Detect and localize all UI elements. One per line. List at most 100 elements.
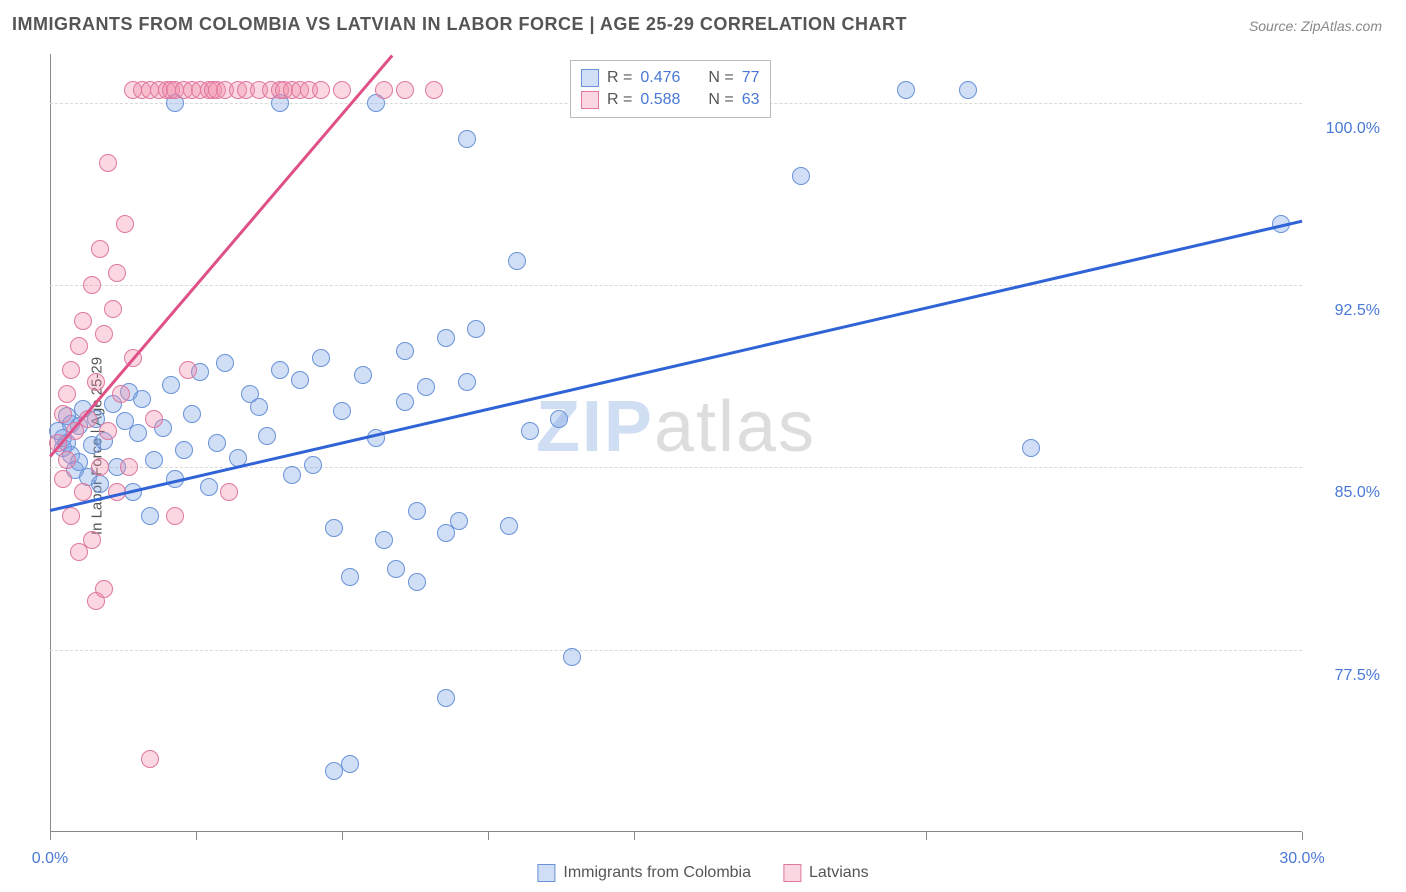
legend-r-value: 0.588 bbox=[640, 91, 680, 109]
data-point-colombia bbox=[200, 478, 218, 496]
data-point-latvian bbox=[54, 405, 72, 423]
watermark: ZIPatlas bbox=[536, 386, 816, 468]
data-point-colombia bbox=[283, 466, 301, 484]
data-point-latvian bbox=[104, 300, 122, 318]
data-point-colombia bbox=[387, 560, 405, 578]
gridline-h bbox=[50, 650, 1302, 651]
data-point-latvian bbox=[425, 81, 443, 99]
data-point-colombia bbox=[341, 755, 359, 773]
data-point-colombia bbox=[408, 573, 426, 591]
data-point-colombia bbox=[458, 373, 476, 391]
data-point-latvian bbox=[95, 325, 113, 343]
x-tick bbox=[488, 832, 489, 840]
legend-n-label: N = bbox=[708, 91, 733, 109]
plot-area: ZIPatlas 77.5%85.0%92.5%100.0%0.0%30.0% bbox=[50, 54, 1302, 832]
legend-stats: R =0.476N =77R =0.588N =63 bbox=[570, 60, 771, 118]
data-point-latvian bbox=[375, 81, 393, 99]
data-point-colombia bbox=[141, 507, 159, 525]
data-point-colombia bbox=[341, 568, 359, 586]
legend-stat-row-colombia: R =0.476N =77 bbox=[581, 67, 760, 89]
x-tick bbox=[634, 832, 635, 840]
data-point-latvian bbox=[91, 240, 109, 258]
data-point-colombia bbox=[162, 376, 180, 394]
data-point-latvian bbox=[141, 750, 159, 768]
data-point-latvian bbox=[74, 483, 92, 501]
data-point-colombia bbox=[250, 398, 268, 416]
legend-item-colombia: Immigrants from Colombia bbox=[537, 864, 751, 882]
data-point-colombia bbox=[550, 410, 568, 428]
legend-swatch-colombia bbox=[581, 69, 599, 87]
data-point-colombia bbox=[91, 475, 109, 493]
data-point-latvian bbox=[54, 470, 72, 488]
legend-r-label: R = bbox=[607, 69, 632, 87]
data-point-colombia bbox=[208, 434, 226, 452]
data-point-colombia bbox=[312, 349, 330, 367]
data-point-latvian bbox=[58, 385, 76, 403]
data-point-colombia bbox=[216, 354, 234, 372]
legend-series: Immigrants from Colombia Latvians bbox=[537, 864, 868, 882]
data-point-latvian bbox=[108, 264, 126, 282]
data-point-latvian bbox=[99, 154, 117, 172]
data-point-colombia bbox=[1022, 439, 1040, 457]
data-point-latvian bbox=[99, 422, 117, 440]
data-point-latvian bbox=[166, 507, 184, 525]
legend-swatch-colombia bbox=[537, 864, 555, 882]
data-point-colombia bbox=[500, 517, 518, 535]
legend-n-value: 63 bbox=[742, 91, 760, 109]
y-tick-label: 85.0% bbox=[1316, 484, 1380, 502]
data-point-colombia bbox=[183, 405, 201, 423]
data-point-latvian bbox=[112, 385, 130, 403]
data-point-colombia bbox=[175, 441, 193, 459]
legend-n-label: N = bbox=[708, 69, 733, 87]
data-point-latvian bbox=[70, 337, 88, 355]
data-point-colombia bbox=[437, 329, 455, 347]
data-point-colombia bbox=[325, 762, 343, 780]
data-point-colombia bbox=[271, 361, 289, 379]
data-point-colombia bbox=[375, 531, 393, 549]
data-point-colombia bbox=[458, 130, 476, 148]
data-point-latvian bbox=[396, 81, 414, 99]
x-tick bbox=[196, 832, 197, 840]
data-point-latvian bbox=[95, 580, 113, 598]
data-point-colombia bbox=[897, 81, 915, 99]
legend-r-label: R = bbox=[607, 91, 632, 109]
x-tick-label: 30.0% bbox=[1279, 850, 1324, 868]
x-tick bbox=[342, 832, 343, 840]
data-point-latvian bbox=[83, 531, 101, 549]
data-point-colombia bbox=[508, 252, 526, 270]
data-point-latvian bbox=[333, 81, 351, 99]
watermark-zip: ZIP bbox=[536, 387, 654, 467]
gridline-h bbox=[50, 285, 1302, 286]
data-point-latvian bbox=[83, 276, 101, 294]
x-tick bbox=[50, 832, 51, 840]
data-point-colombia bbox=[959, 81, 977, 99]
data-point-latvian bbox=[62, 507, 80, 525]
y-tick-label: 77.5% bbox=[1316, 667, 1380, 685]
chart-container: IMMIGRANTS FROM COLOMBIA VS LATVIAN IN L… bbox=[0, 0, 1406, 892]
legend-stat-row-latvian: R = 0.588 N = 63 bbox=[581, 89, 760, 111]
data-point-colombia bbox=[521, 422, 539, 440]
data-point-latvian bbox=[62, 361, 80, 379]
data-point-colombia bbox=[467, 320, 485, 338]
data-point-colombia bbox=[417, 378, 435, 396]
data-point-latvian bbox=[312, 81, 330, 99]
data-point-colombia bbox=[133, 390, 151, 408]
y-tick-label: 100.0% bbox=[1316, 120, 1380, 138]
data-point-colombia bbox=[333, 402, 351, 420]
data-point-colombia bbox=[563, 648, 581, 666]
data-point-colombia bbox=[129, 424, 147, 442]
data-point-colombia bbox=[258, 427, 276, 445]
chart-title: IMMIGRANTS FROM COLOMBIA VS LATVIAN IN L… bbox=[12, 14, 907, 35]
data-point-colombia bbox=[396, 393, 414, 411]
source-label: Source: ZipAtlas.com bbox=[1249, 18, 1382, 34]
data-point-colombia bbox=[291, 371, 309, 389]
data-point-latvian bbox=[120, 458, 138, 476]
legend-r-value: 0.476 bbox=[640, 69, 680, 87]
data-point-latvian bbox=[58, 451, 76, 469]
data-point-colombia bbox=[396, 342, 414, 360]
watermark-atlas: atlas bbox=[654, 387, 816, 467]
x-tick bbox=[1302, 832, 1303, 840]
data-point-colombia bbox=[408, 502, 426, 520]
legend-item-latvian: Latvians bbox=[783, 864, 869, 882]
data-point-latvian bbox=[87, 373, 105, 391]
